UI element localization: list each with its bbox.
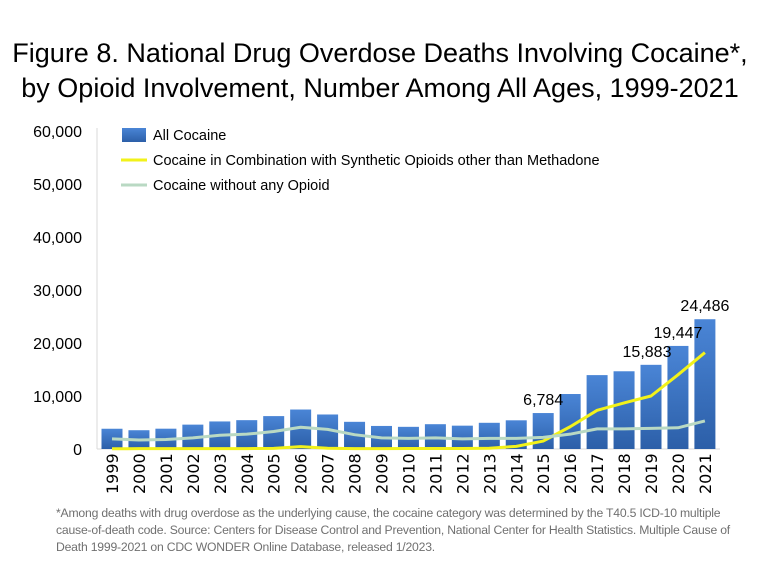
x-tick-label: 2021 [696,453,715,494]
data-label-2015: 6,784 [523,392,563,409]
y-tick-label: 30,000 [33,283,82,300]
bar-2012 [451,425,473,449]
x-tick-label: 2015 [534,453,553,494]
x-tick-label: 2007 [319,453,338,494]
x-tick-label: 2006 [292,453,311,494]
x-tick-label: 2014 [507,453,526,494]
series-line-1 [111,351,706,451]
x-tick-label: 2010 [399,453,418,494]
y-tick-label: 40,000 [33,230,82,247]
y-tick-label: 0 [73,442,82,459]
bar-2020 [667,345,689,449]
x-tick-label: 2016 [561,453,580,494]
bar-2007 [317,414,339,449]
chart-title-line-1: Figure 8. National Drug Overdose Deaths … [12,38,748,68]
x-tick-label: 2018 [615,453,634,494]
x-tick-label: 2012 [453,453,472,494]
y-tick-label: 20,000 [33,336,82,353]
legend-swatch-bar [122,128,146,142]
bar-2015 [532,413,554,449]
x-tick-label: 2003 [211,453,230,494]
chart-title: Figure 8. National Drug Overdose Deaths … [0,36,760,106]
bar-1999 [101,428,123,449]
y-tick-label: 60,000 [33,124,82,141]
chart-plot: 0 10,000 20,000 30,000 40,000 50,000 60,000 199… [33,124,729,494]
x-tick-label: 2000 [130,453,149,494]
data-label-2019: 15,883 [623,344,672,361]
x-tick-label: 2004 [238,453,257,494]
x-tick-label: 2020 [669,453,688,494]
bar-2021 [694,319,716,449]
x-tick-label: 2005 [265,453,284,494]
chart-title-line-2: by Opioid Involvement, Number Among All … [21,73,739,103]
x-tick-label: 2019 [642,453,661,494]
legend-label: Cocaine without any Opioid [153,178,330,194]
legend-label: Cocaine in Combination with Synthetic Op… [153,153,600,169]
y-tick-label: 10,000 [33,389,82,406]
bar-2013 [478,422,500,449]
footnote: *Among deaths with drug overdose as the … [56,506,730,554]
series-line-2 [111,419,706,442]
x-tick-label: 2002 [184,453,203,494]
bar-2006 [290,409,312,449]
data-label-2020: 19,447 [653,325,702,342]
x-tick-label: 1999 [103,453,122,494]
x-tick-label: 2017 [588,453,607,494]
legend-label: All Cocaine [153,128,226,144]
bar-2019 [640,364,662,449]
bar-2014 [505,420,527,449]
x-tick-label: 2011 [426,453,445,494]
x-tick-label: 2008 [346,453,365,494]
x-tick-label: 2013 [480,453,499,494]
x-tick-label: 2001 [157,453,176,494]
data-label-2021: 24,486 [680,298,729,315]
bar-2018 [613,371,635,449]
y-tick-label: 50,000 [33,177,82,194]
x-tick-label: 2009 [373,453,392,494]
